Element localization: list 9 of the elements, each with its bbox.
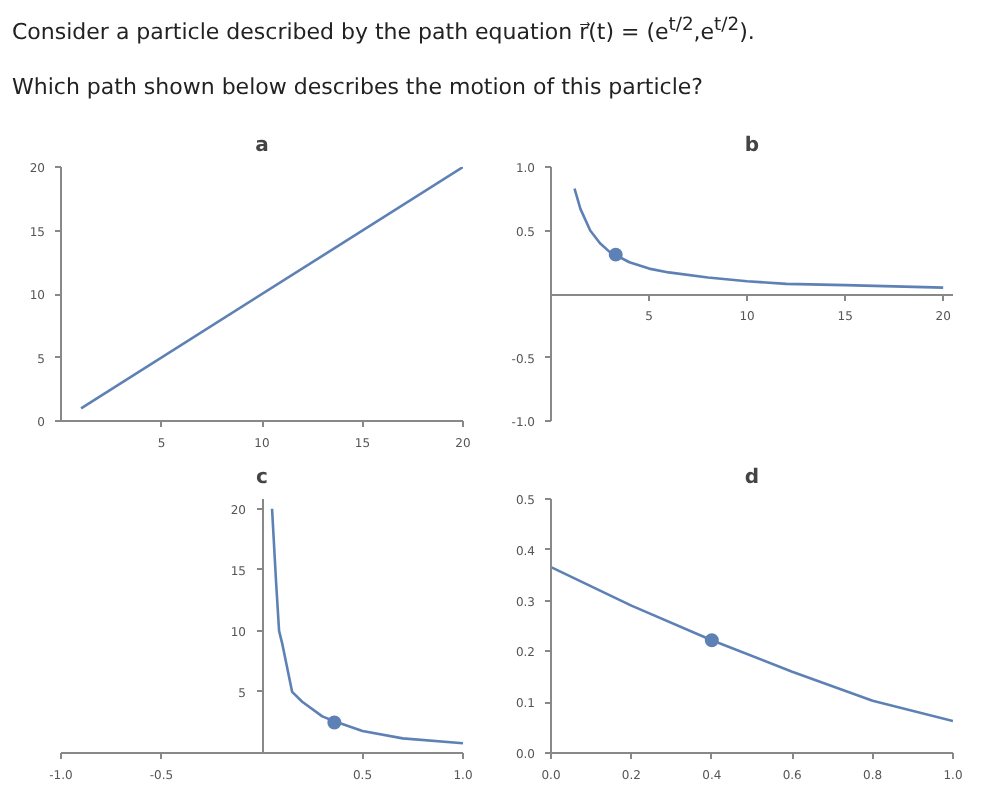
line-series	[573, 187, 945, 289]
line-series	[270, 507, 463, 745]
text: Consider a particle described by the path equation r⃗(t) = (e$^{t/2}$,e$^{t/2}$).	[12, 12, 755, 49]
chart-title: c	[256, 467, 269, 489]
chart-title: d	[744, 467, 760, 489]
text: Which path shown below describes the motion of this particle?	[12, 72, 705, 105]
line-series	[551, 565, 953, 723]
chart-title: a	[255, 135, 269, 157]
chart-title: b	[744, 135, 760, 157]
